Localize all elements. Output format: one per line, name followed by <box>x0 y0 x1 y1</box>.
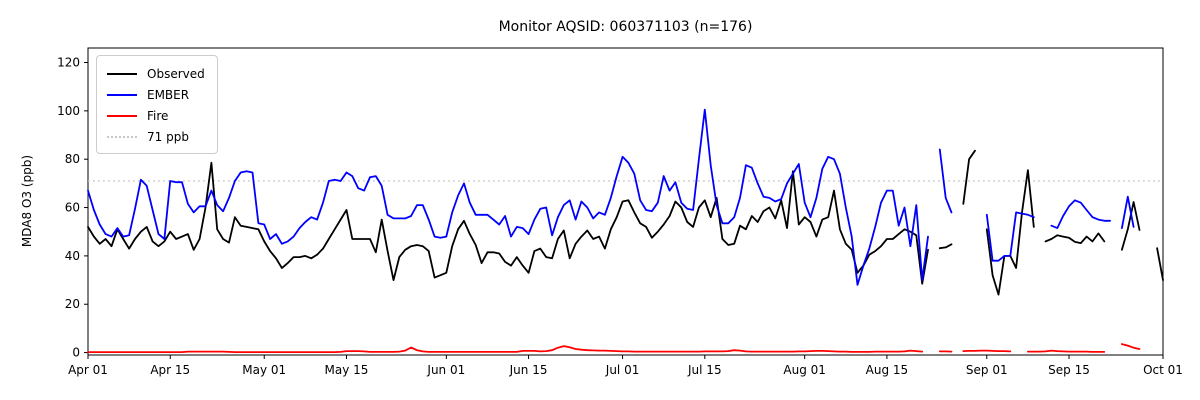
plot-border <box>87 47 1164 356</box>
x-tick-label: Apr 15 <box>150 363 190 377</box>
x-tick-label: Apr 01 <box>68 363 108 377</box>
legend-item-observed: Observed <box>107 63 205 84</box>
y-tick-label: 20 <box>65 297 80 311</box>
legend: Observed EMBER Fire 71 ppb <box>96 55 218 154</box>
legend-label-ember: EMBER <box>147 87 190 102</box>
legend-item-ember: EMBER <box>107 84 205 105</box>
ember-line-sample <box>107 93 137 96</box>
legend-label-threshold: 71 ppb <box>147 129 189 144</box>
series-ember <box>87 108 1135 286</box>
y-tick-label: 80 <box>65 152 80 166</box>
observed-line-sample <box>107 72 137 75</box>
y-tick-label: 0 <box>72 346 80 360</box>
x-tick-label: Jun 01 <box>426 363 465 377</box>
series-fire <box>87 343 1141 353</box>
legend-item-threshold: 71 ppb <box>107 126 205 147</box>
y-tick-label: 60 <box>65 201 80 215</box>
x-tick-label: May 01 <box>242 363 286 377</box>
x-tick-label: Jul 15 <box>687 363 722 377</box>
legend-item-fire: Fire <box>107 105 205 126</box>
x-tick-label: Sep 15 <box>1048 363 1090 377</box>
legend-label-observed: Observed <box>147 66 205 81</box>
chart-title: Monitor AQSID: 060371103 (n=176) <box>498 19 753 35</box>
threshold-line-sample <box>107 135 137 138</box>
y-tick-label: 40 <box>65 249 80 263</box>
x-tick-label: May 15 <box>325 363 369 377</box>
y-tick-label: 120 <box>57 56 80 70</box>
x-tick-label: Aug 01 <box>783 363 826 377</box>
x-tick-label: Jul 01 <box>605 363 640 377</box>
legend-label-fire: Fire <box>147 108 169 123</box>
fire-line-sample <box>107 114 137 117</box>
y-tick-label: 100 <box>57 104 80 118</box>
x-tick-label: Jun 15 <box>509 363 548 377</box>
x-tick-label: Sep 01 <box>966 363 1008 377</box>
x-tick-label: Oct 01 <box>1143 363 1183 377</box>
x-tick-label: Aug 15 <box>866 363 909 377</box>
